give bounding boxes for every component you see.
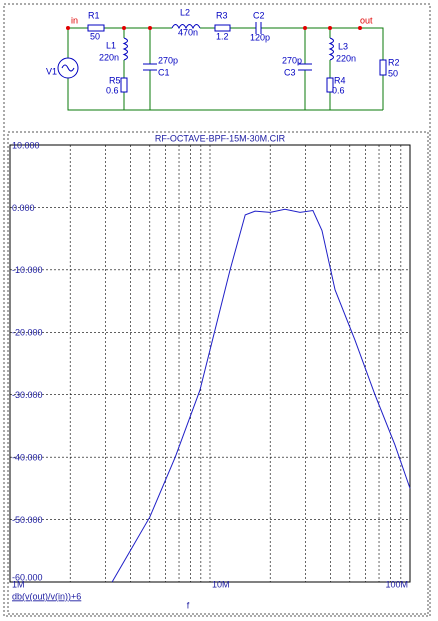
chart-title: RF-OCTAVE-BPF-15M-30M.CIR	[155, 133, 286, 143]
part-name: R4	[334, 75, 346, 85]
part-value: 470n	[178, 27, 198, 37]
x-tick-label: 10M	[212, 579, 230, 589]
part-value: 0.6	[332, 85, 345, 95]
frame	[3, 3, 431, 617]
part-value: 50	[388, 68, 398, 78]
y-tick-label: -20.000	[12, 328, 43, 338]
x-tick-label: 1M	[12, 579, 25, 589]
part-name: C3	[284, 67, 296, 77]
part-name: C1	[158, 67, 170, 77]
node-label: in	[71, 15, 78, 25]
part-value: 1.2	[216, 31, 229, 41]
y-tick-label: 0.000	[12, 203, 35, 213]
part-value: 270p	[282, 55, 302, 65]
part-value: 0.6	[106, 85, 119, 95]
y-tick-label: -50.000	[12, 515, 43, 525]
x-axis-label: f	[187, 600, 190, 610]
node-label: out	[360, 15, 373, 25]
part-name: R2	[388, 57, 400, 67]
y-tick-label: -10.000	[12, 265, 43, 275]
y-tick-label: -60.000	[12, 572, 43, 582]
y-tick-label: -30.000	[12, 390, 43, 400]
x-tick-label: 100M	[385, 579, 408, 589]
part-name: V1	[46, 66, 57, 76]
part-name: R1	[88, 10, 100, 20]
part-name: R5	[109, 75, 121, 85]
part-name: L3	[338, 41, 348, 51]
part-name: R3	[216, 10, 228, 20]
part-value: 270p	[158, 55, 178, 65]
part-value: 120p	[250, 32, 270, 42]
y-tick-label: 10.000	[12, 140, 40, 150]
part-value: 220n	[99, 52, 119, 62]
legend-entry: db(v(out)/v(in))+6	[12, 591, 81, 601]
part-name: L2	[180, 7, 190, 17]
part-value: 220n	[336, 53, 356, 63]
plot-frame	[7, 131, 429, 615]
y-tick-label: -40.000	[12, 453, 43, 463]
series-line	[111, 208, 411, 583]
part-value: 50	[90, 31, 100, 41]
part-name: L1	[106, 40, 116, 50]
schematic: in out R1 50 L2 470n R3 1.2 C2 120p V1 L…	[46, 7, 400, 111]
part-name: C2	[253, 10, 265, 20]
